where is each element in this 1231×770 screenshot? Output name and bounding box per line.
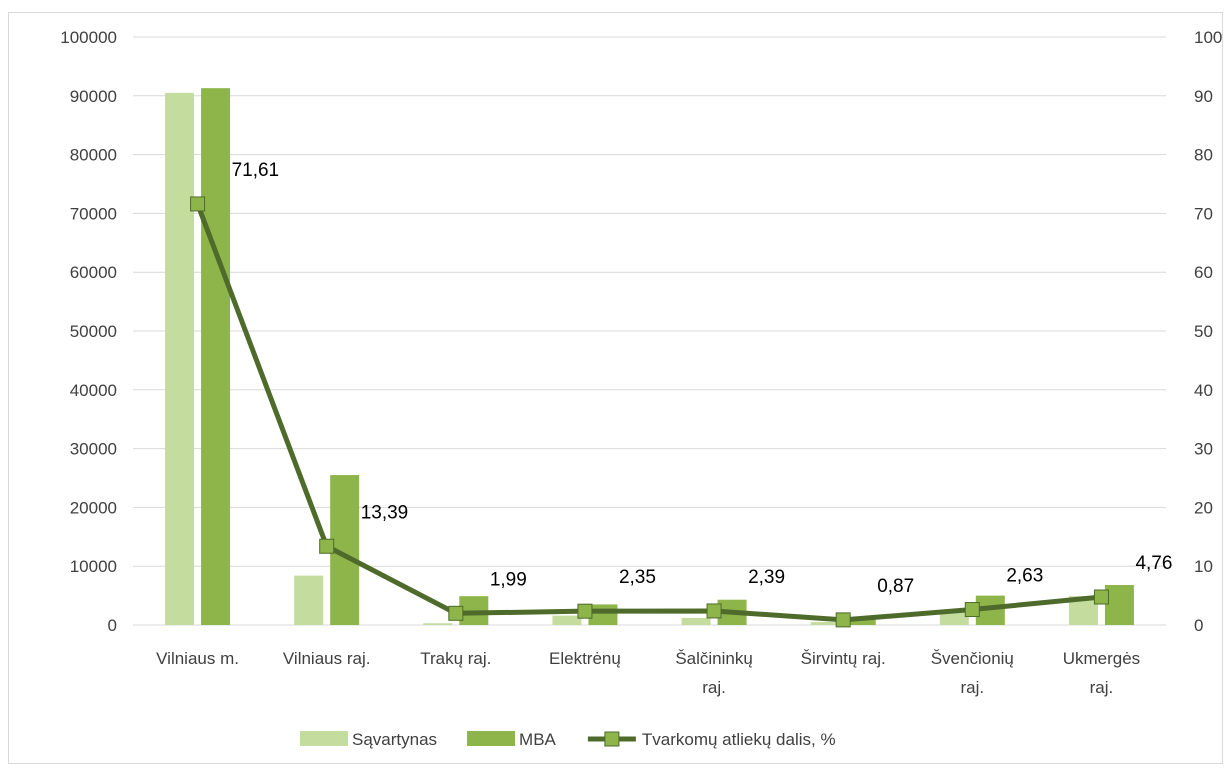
bar-savartynas xyxy=(294,575,324,625)
right-tick-label: 60 xyxy=(1194,263,1213,282)
category-label: raj. xyxy=(1090,678,1114,697)
legend-swatch xyxy=(300,731,348,746)
category-label: raj. xyxy=(961,678,985,697)
line-series xyxy=(190,196,1109,628)
category-label: Ukmergės xyxy=(1063,649,1140,668)
category-labels: Vilniaus m. Vilniaus raj. Trakų raj. Elektr… xyxy=(156,649,1140,697)
left-tick-label: 50000 xyxy=(70,322,117,341)
grid-lines xyxy=(133,36,1166,626)
left-tick-label: 70000 xyxy=(70,204,117,223)
data-label: 4,76 xyxy=(1135,553,1172,574)
bar-savartynas xyxy=(939,612,969,625)
right-axis-ticks: 0 10 20 30 40 50 60 70 80 90 100 xyxy=(1194,28,1222,635)
left-tick-label: 30000 xyxy=(70,440,117,459)
left-tick-label: 90000 xyxy=(70,87,117,106)
bar-savartynas xyxy=(423,623,453,625)
right-tick-label: 90 xyxy=(1194,87,1213,106)
line-marker xyxy=(190,196,206,212)
left-tick-label: 0 xyxy=(108,616,117,635)
data-label: 1,99 xyxy=(490,569,527,590)
right-tick-label: 10 xyxy=(1194,557,1213,576)
bar-mba xyxy=(1104,585,1134,625)
bar-mba xyxy=(846,619,876,625)
line-marker xyxy=(577,603,593,619)
right-tick-label: 20 xyxy=(1194,498,1213,517)
right-tick-label: 50 xyxy=(1194,322,1213,341)
category-label: Trakų raj. xyxy=(420,649,491,668)
bar-mba xyxy=(201,88,231,625)
left-tick-label: 40000 xyxy=(70,381,117,400)
category-label: Širvintų raj. xyxy=(801,649,886,668)
bar-savartynas xyxy=(681,617,711,625)
data-label: 2,63 xyxy=(1006,566,1043,587)
right-tick-label: 0 xyxy=(1194,616,1203,635)
left-tick-label: 20000 xyxy=(70,498,117,517)
right-tick-label: 80 xyxy=(1194,146,1213,165)
line-marker xyxy=(835,612,851,628)
bar-savartynas xyxy=(552,615,582,625)
data-label: 2,39 xyxy=(748,567,785,588)
line-marker xyxy=(1093,589,1109,605)
bars xyxy=(165,88,1134,626)
data-label: 2,35 xyxy=(619,567,656,588)
category-label: Elektrėnų xyxy=(549,649,621,668)
line-marker xyxy=(319,538,335,554)
data-label: 13,39 xyxy=(361,502,409,523)
left-tick-label: 10000 xyxy=(70,557,117,576)
bar-savartynas xyxy=(165,92,195,626)
right-tick-label: 70 xyxy=(1194,204,1213,223)
line-marker xyxy=(448,605,464,621)
data-label: 0,87 xyxy=(877,576,914,597)
legend-label: Sąvartynas xyxy=(352,730,437,749)
legend-label: Tvarkomų atliekų dalis, % xyxy=(642,730,836,749)
legend-marker xyxy=(604,731,620,747)
bar-savartynas xyxy=(810,622,840,625)
left-tick-label: 80000 xyxy=(70,146,117,165)
category-label: Vilniaus raj. xyxy=(283,649,371,668)
line-marker xyxy=(964,602,980,618)
category-label: Vilniaus m. xyxy=(156,649,239,668)
category-label: Šalčininkų xyxy=(675,649,753,668)
bar-mba xyxy=(588,604,618,625)
category-label: raj. xyxy=(702,678,726,697)
right-tick-label: 30 xyxy=(1194,440,1213,459)
left-tick-label: 60000 xyxy=(70,263,117,282)
category-label: Švenčionių xyxy=(931,649,1014,668)
legend: Sąvartynas MBA Tvarkomų atliekų dalis, % xyxy=(300,730,836,749)
left-tick-label: 100000 xyxy=(60,28,117,47)
data-label: 71,61 xyxy=(232,160,280,181)
left-axis-ticks: 0 10000 20000 30000 40000 50000 60000 70000 8000… xyxy=(60,28,117,635)
line-marker xyxy=(706,603,722,619)
right-tick-label: 40 xyxy=(1194,381,1213,400)
legend-swatch xyxy=(467,731,516,746)
data-labels: 71,61 13,39 1,99 2,35 2,39 0,87 2,63 4,76 xyxy=(232,160,1173,597)
right-tick-label: 100 xyxy=(1194,28,1222,47)
legend-label: MBA xyxy=(519,730,557,749)
line-path xyxy=(195,203,1102,623)
